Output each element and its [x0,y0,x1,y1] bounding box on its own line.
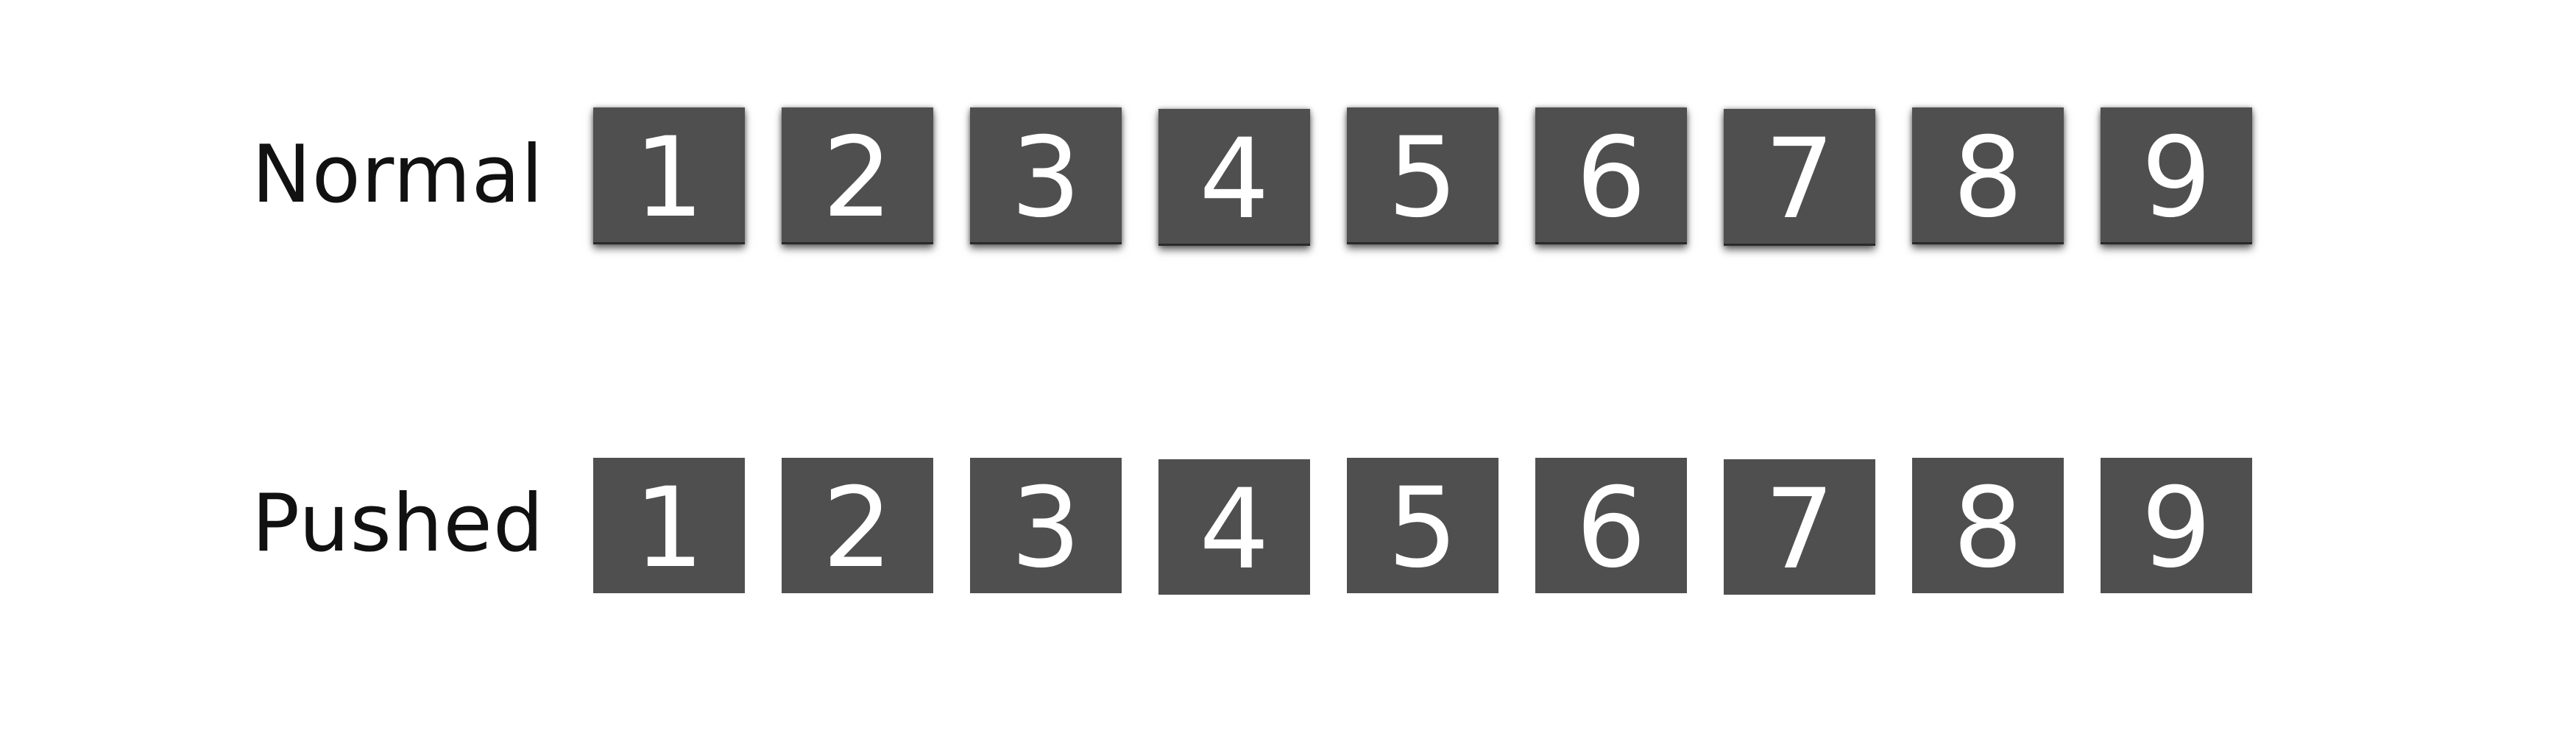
pushed-keys-group: 1 2 3 4 5 6 7 8 9 [593,456,2252,596]
normal-key-5[interactable]: 5 [1347,107,1498,244]
pushed-key-8[interactable]: 8 [1912,458,2064,593]
pushed-key-9-label: 9 [2141,464,2212,592]
normal-key-2[interactable]: 2 [782,107,933,244]
normal-key-1[interactable]: 1 [593,107,745,244]
normal-key-2-label: 2 [822,113,893,242]
pushed-row-label: Pushed [252,478,545,570]
pushed-key-8-label: 8 [1953,464,2023,592]
pushed-key-3[interactable]: 3 [970,458,1122,593]
normal-key-8[interactable]: 8 [1912,107,2064,244]
pushed-key-6-label: 6 [1576,464,1646,592]
pushed-key-1-label: 1 [634,464,704,592]
normal-key-1-label: 1 [634,113,704,242]
pushed-key-7[interactable]: 7 [1724,459,1875,595]
normal-key-6[interactable]: 6 [1535,107,1687,244]
pushed-key-5-label: 5 [1387,464,1458,592]
normal-key-6-label: 6 [1576,113,1646,242]
pushed-key-4-label: 4 [1199,466,1270,594]
normal-key-3[interactable]: 3 [970,107,1122,244]
normal-key-4-label: 4 [1199,115,1270,244]
normal-key-8-label: 8 [1953,113,2023,242]
normal-key-7-label: 7 [1764,115,1835,244]
normal-row-label: Normal [252,129,544,221]
normal-key-4[interactable]: 4 [1158,109,1310,246]
normal-key-7[interactable]: 7 [1724,109,1875,246]
pushed-key-2-label: 2 [822,464,893,592]
pushed-key-5[interactable]: 5 [1347,458,1498,593]
pushed-key-2[interactable]: 2 [782,458,933,593]
normal-key-9[interactable]: 9 [2101,107,2252,244]
normal-keys-group: 1 2 3 4 5 6 7 8 9 [593,107,2252,247]
pushed-key-4[interactable]: 4 [1158,459,1310,595]
normal-key-3-label: 3 [1011,113,1081,242]
normal-key-9-label: 9 [2141,113,2212,242]
pushed-key-6[interactable]: 6 [1535,458,1687,593]
normal-key-5-label: 5 [1387,113,1458,242]
normal-row: Normal 1 2 3 4 5 6 7 8 9 [0,102,2576,249]
pushed-row: Pushed 1 2 3 4 5 6 7 8 9 [0,450,2576,598]
pushed-key-9[interactable]: 9 [2101,458,2252,593]
pushed-key-3-label: 3 [1011,464,1081,592]
pushed-key-7-label: 7 [1764,466,1835,594]
pushed-key-1[interactable]: 1 [593,458,745,593]
